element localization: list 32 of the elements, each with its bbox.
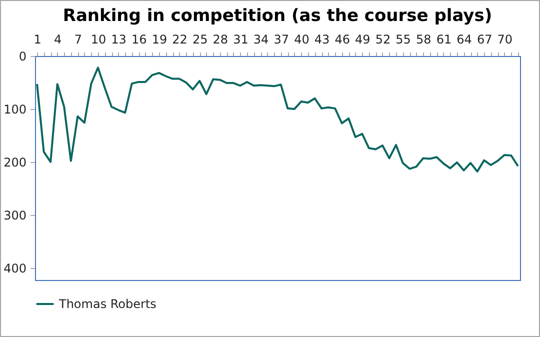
- x-tick-label: 37: [274, 32, 290, 46]
- x-tick-label: 61: [436, 32, 452, 46]
- x-tick-label: 10: [90, 32, 106, 46]
- x-tick-label: 19: [152, 32, 168, 46]
- x-tick-label: 55: [396, 32, 411, 46]
- legend-label: Thomas Roberts: [58, 297, 156, 311]
- line-series: [36, 66, 519, 172]
- y-tick-label: 300: [4, 208, 26, 222]
- x-tick-label: 28: [212, 32, 228, 46]
- x-tick-label: 67: [476, 32, 492, 46]
- x-tick-label: 25: [192, 32, 208, 46]
- x-tick-label: 64: [456, 32, 472, 46]
- x-tick-label: 40: [294, 32, 310, 46]
- y-tick-label: 0: [18, 50, 26, 64]
- x-tick-label: 34: [253, 32, 269, 46]
- chart-title: Ranking in competition (as the course plays): [62, 6, 492, 26]
- y-tick-label: 200: [4, 155, 26, 170]
- x-tick-label: 1: [34, 32, 42, 46]
- x-tick-label: 7: [74, 32, 82, 46]
- x-tick-label: 13: [111, 32, 126, 46]
- x-tick-label: 70: [497, 32, 513, 46]
- y-tick-label: 400: [4, 261, 26, 276]
- x-tick-label: 58: [416, 32, 432, 46]
- x-tick-label: 52: [375, 32, 391, 46]
- y-tick-label: 100: [4, 102, 26, 116]
- x-tick-label: 49: [355, 32, 370, 46]
- x-tick-label: 46: [334, 32, 350, 46]
- x-tick-label: 22: [172, 32, 188, 46]
- x-tick-label: 31: [233, 32, 248, 46]
- x-tick-label: 43: [314, 32, 330, 46]
- x-tick-label: 4: [54, 32, 62, 46]
- x-tick-label: 16: [132, 32, 147, 46]
